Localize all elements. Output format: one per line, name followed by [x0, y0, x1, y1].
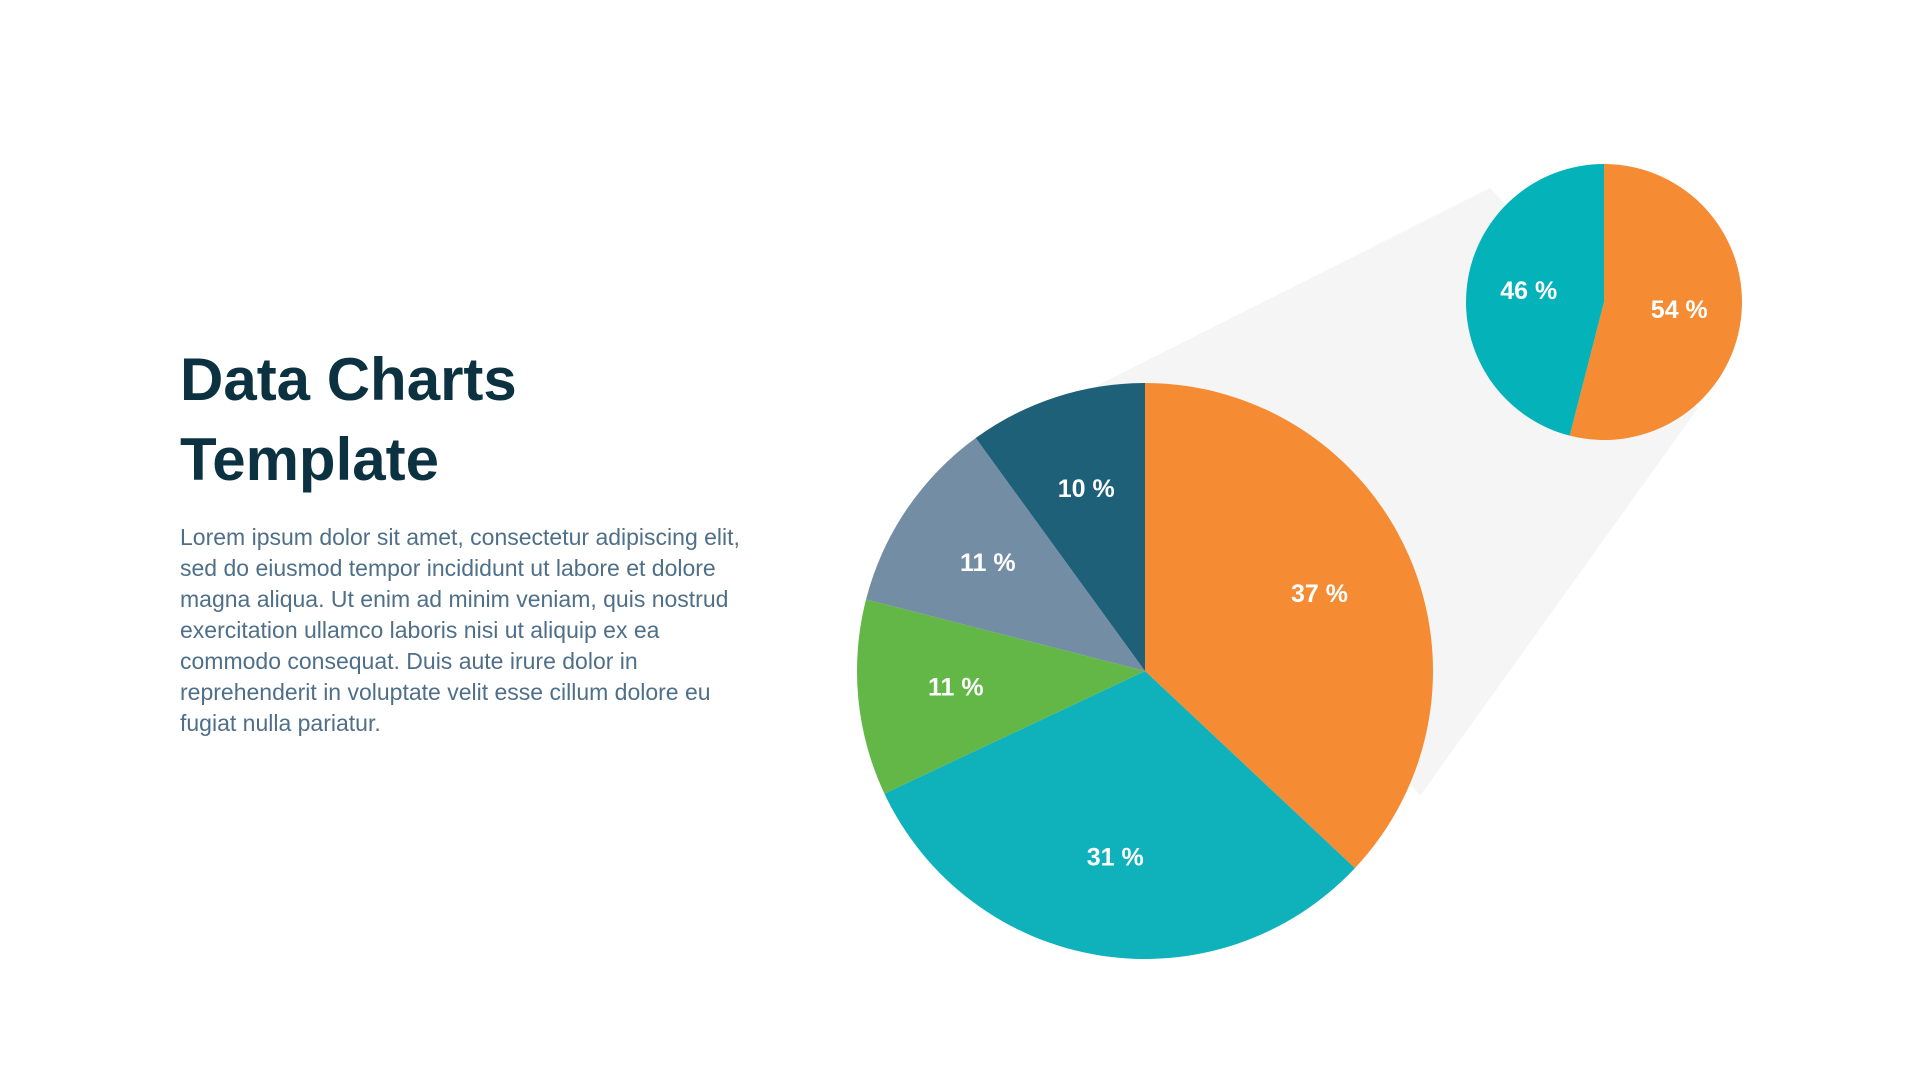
slice-label: 11 % — [928, 673, 984, 701]
detail-pie: 54 % 46 % — [1465, 164, 1742, 440]
body-text: Lorem ipsum dolor sit amet, consectetur … — [180, 524, 740, 736]
main-pie: 37 % 31 % 11 % 11 % 10 % — [857, 383, 1433, 959]
pie-slice — [884, 671, 1355, 959]
pie-slice — [857, 599, 1145, 794]
pie-slice — [1145, 383, 1433, 869]
pie-slice — [975, 383, 1145, 671]
slice-label: 10 % — [1058, 475, 1115, 503]
pie-slice — [1465, 164, 1604, 436]
page-title: Data Charts Template — [180, 340, 780, 500]
slice-label: 11 % — [960, 549, 1016, 577]
slice-label: 46 % — [1500, 277, 1557, 305]
pie-slice — [1569, 164, 1742, 440]
slice-label: 54 % — [1651, 296, 1708, 324]
pie-slice — [866, 438, 1145, 671]
slice-label: 31 % — [1087, 843, 1144, 871]
title-line-1: Data Charts — [180, 346, 517, 413]
slice-label: 37 % — [1291, 580, 1348, 608]
title-line-2: Template — [180, 426, 439, 493]
